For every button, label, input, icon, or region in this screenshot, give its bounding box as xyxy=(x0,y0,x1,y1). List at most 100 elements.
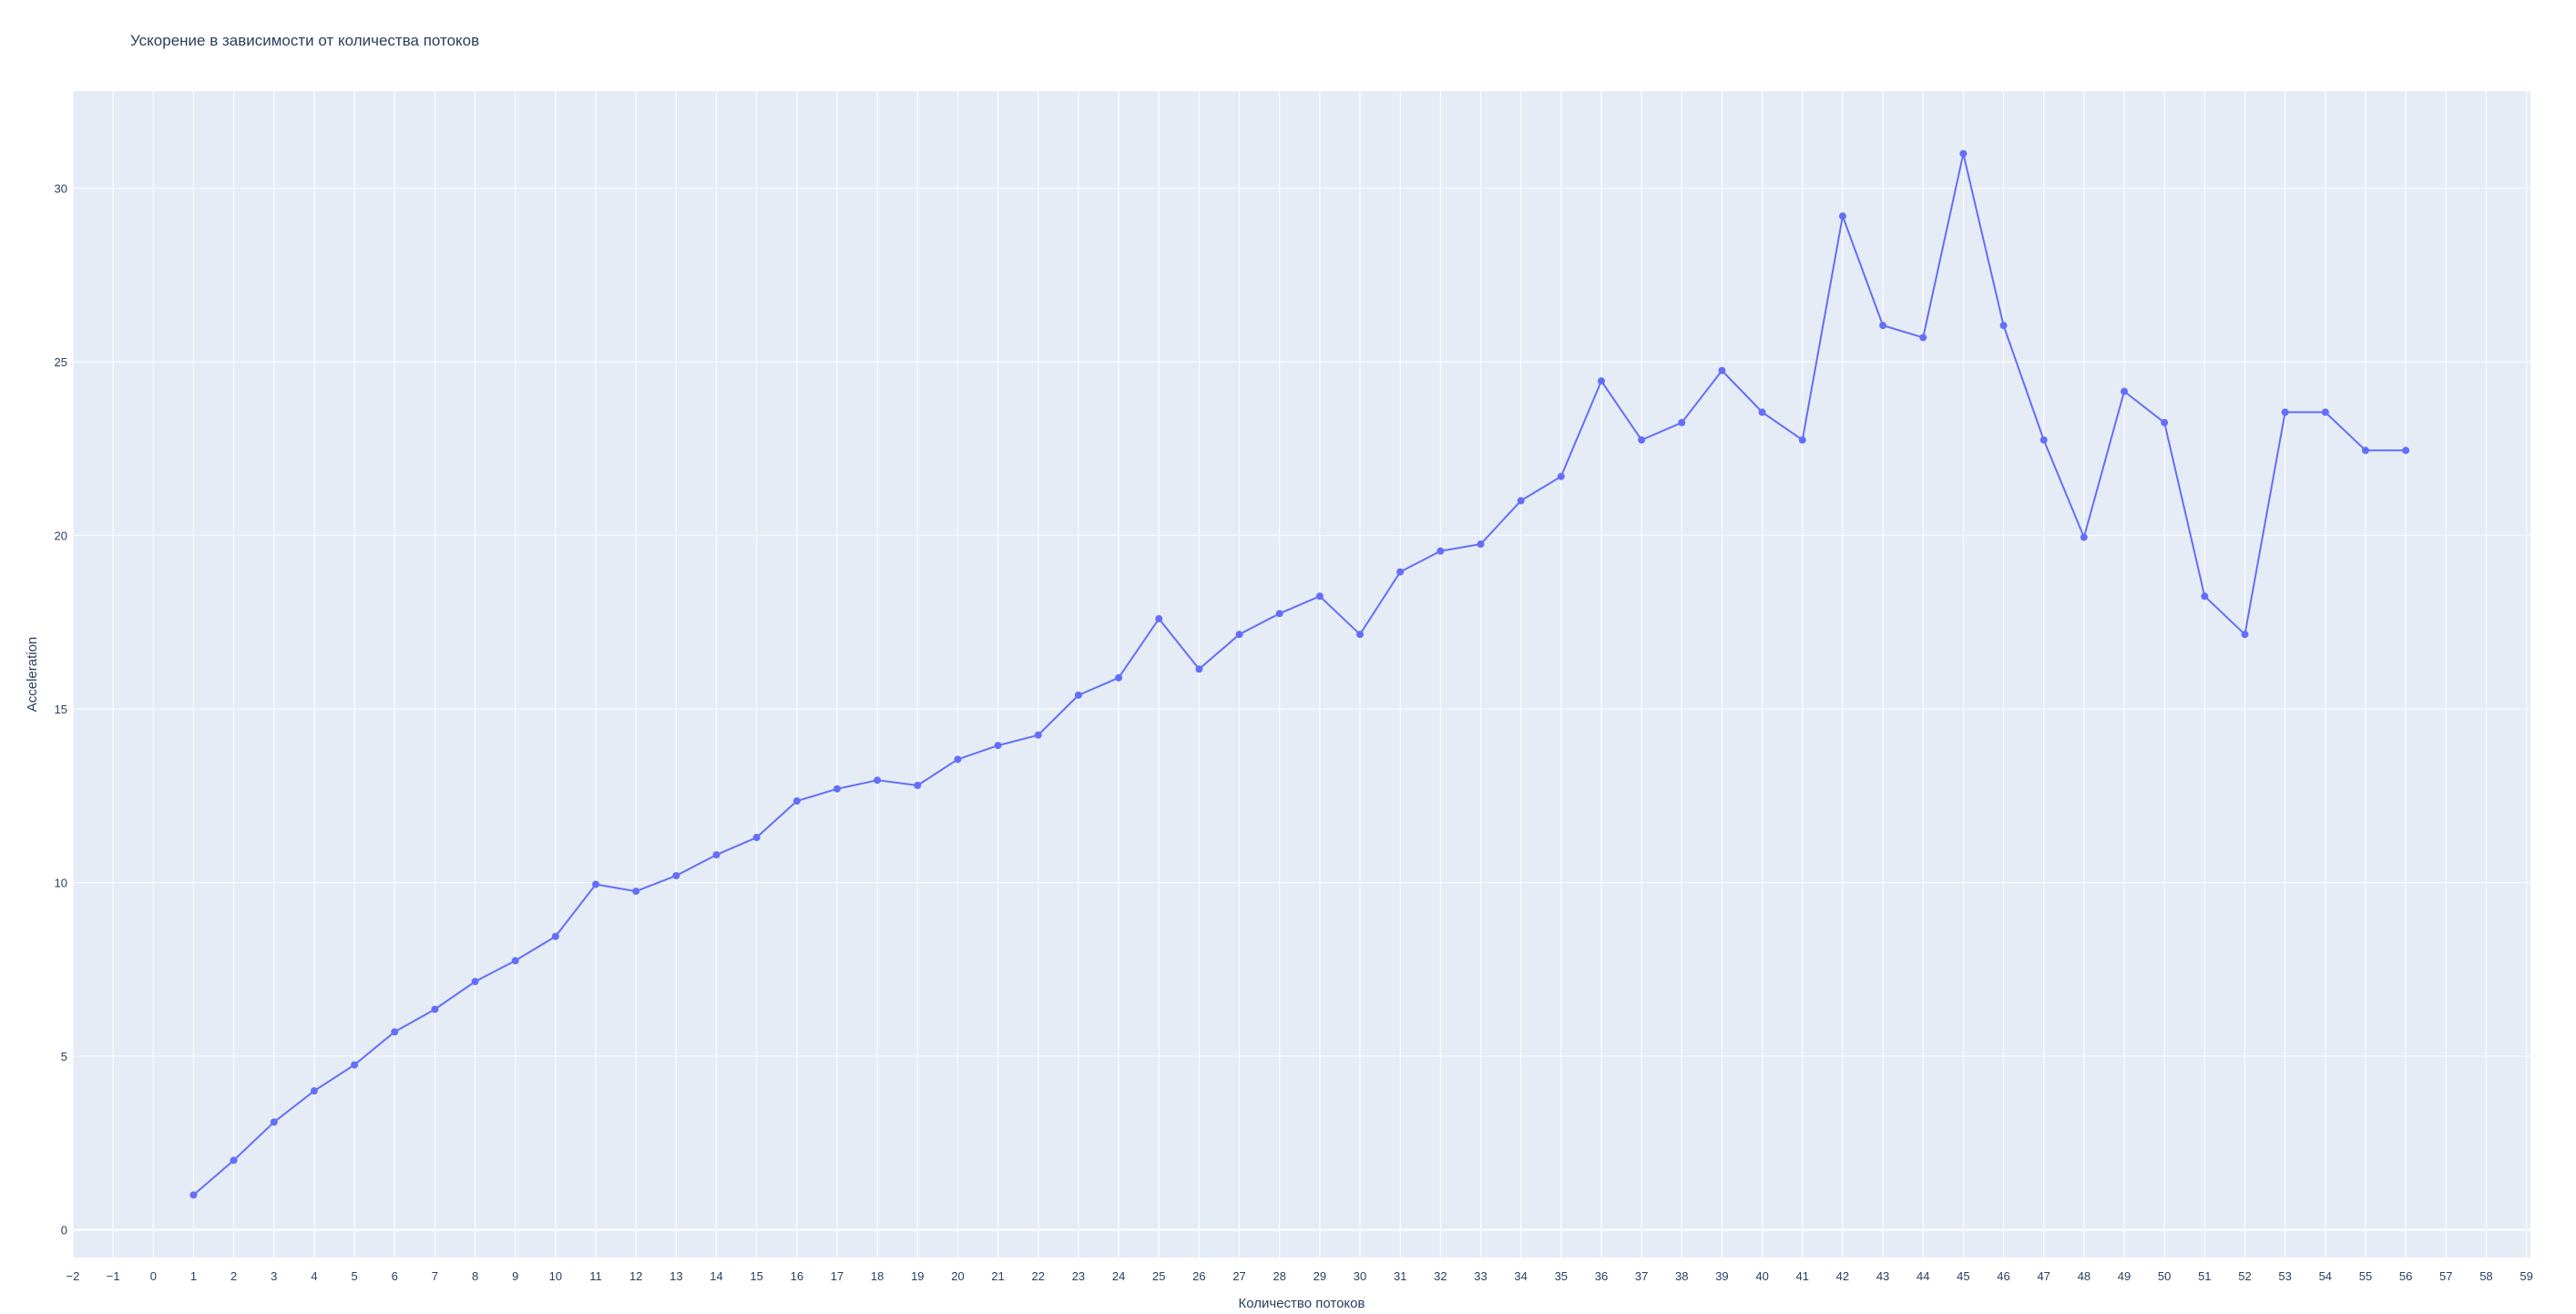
data-point[interactable] xyxy=(1235,631,1243,639)
x-tick-label: 50 xyxy=(2158,1269,2171,1283)
x-tick-label: 12 xyxy=(629,1269,642,1283)
x-tick-label: 54 xyxy=(2319,1269,2332,1283)
x-tick-label: 15 xyxy=(750,1269,762,1283)
data-point[interactable] xyxy=(1275,610,1283,618)
x-tick-label: 57 xyxy=(2439,1269,2452,1283)
y-tick-label: 5 xyxy=(61,1050,67,1063)
data-point[interactable] xyxy=(1155,615,1163,623)
y-tick-label: 15 xyxy=(55,703,67,716)
data-point[interactable] xyxy=(391,1028,399,1036)
y-tick-label: 10 xyxy=(55,877,67,890)
data-point[interactable] xyxy=(592,880,600,888)
x-tick-label: 22 xyxy=(1032,1269,1045,1283)
x-tick-label: 26 xyxy=(1192,1269,1205,1283)
data-point[interactable] xyxy=(914,781,922,789)
data-point[interactable] xyxy=(1597,377,1605,385)
data-point[interactable] xyxy=(1315,592,1324,601)
data-point[interactable] xyxy=(1557,472,1565,480)
y-axis-title: Acceleration xyxy=(25,637,40,713)
data-point[interactable] xyxy=(1879,322,1887,330)
y-tick-label: 0 xyxy=(61,1224,67,1237)
data-point[interactable] xyxy=(1436,547,1445,555)
data-point[interactable] xyxy=(230,1156,238,1165)
data-point[interactable] xyxy=(632,888,640,896)
x-tick-label: 49 xyxy=(2118,1269,2131,1283)
data-point[interactable] xyxy=(2402,447,2410,455)
x-tick-label: 10 xyxy=(549,1269,562,1283)
data-point[interactable] xyxy=(1798,436,1806,444)
data-point[interactable] xyxy=(2039,436,2048,444)
data-point[interactable] xyxy=(2281,408,2289,416)
data-point[interactable] xyxy=(1477,540,1485,549)
data-point[interactable] xyxy=(1396,568,1405,576)
data-point[interactable] xyxy=(1678,418,1686,426)
data-point[interactable] xyxy=(189,1191,198,1199)
x-tick-label: 30 xyxy=(1354,1269,1366,1283)
data-point[interactable] xyxy=(2161,418,2169,426)
x-tick-label: 17 xyxy=(831,1269,843,1283)
y-tick-label: 30 xyxy=(55,182,67,196)
x-tick-label: 8 xyxy=(472,1269,478,1283)
data-point[interactable] xyxy=(2241,631,2249,639)
data-point[interactable] xyxy=(994,742,1002,750)
data-point[interactable] xyxy=(833,785,841,793)
data-point[interactable] xyxy=(2321,408,2329,416)
series-layer xyxy=(189,149,2410,1199)
x-tick-label: 41 xyxy=(1796,1269,1809,1283)
x-tick-label: 9 xyxy=(512,1269,518,1283)
data-point[interactable] xyxy=(310,1087,318,1095)
x-tick-label: 29 xyxy=(1314,1269,1326,1283)
x-tick-label: 7 xyxy=(432,1269,438,1283)
data-point[interactable] xyxy=(471,978,479,986)
x-tick-label: 55 xyxy=(2359,1269,2372,1283)
data-point[interactable] xyxy=(1195,665,1203,673)
data-point[interactable] xyxy=(511,957,519,965)
data-point[interactable] xyxy=(1718,366,1726,375)
data-point[interactable] xyxy=(2201,592,2209,601)
x-tick-label: 52 xyxy=(2238,1269,2251,1283)
data-point[interactable] xyxy=(792,797,801,806)
x-tick-label: 31 xyxy=(1394,1269,1406,1283)
x-tick-label: 53 xyxy=(2278,1269,2291,1283)
x-tick-label: 0 xyxy=(150,1269,157,1283)
x-tick-label: 19 xyxy=(911,1269,924,1283)
x-tick-label: 27 xyxy=(1232,1269,1245,1283)
data-point[interactable] xyxy=(551,932,559,940)
data-point[interactable] xyxy=(1758,408,1766,416)
x-tick-label: 43 xyxy=(1876,1269,1889,1283)
x-tick-label: 3 xyxy=(271,1269,277,1283)
data-point[interactable] xyxy=(1638,436,1646,444)
data-point[interactable] xyxy=(2080,533,2088,541)
data-point[interactable] xyxy=(2361,447,2369,455)
x-tick-label: 40 xyxy=(1755,1269,1768,1283)
data-point[interactable] xyxy=(1115,673,1123,682)
data-point[interactable] xyxy=(1517,497,1525,505)
x-tick-label: 5 xyxy=(351,1269,357,1283)
data-point[interactable] xyxy=(351,1061,359,1069)
y-tick-label: 20 xyxy=(55,529,67,543)
data-point[interactable] xyxy=(2121,387,2129,395)
x-tick-label: 20 xyxy=(951,1269,964,1283)
data-point[interactable] xyxy=(1959,149,1968,158)
x-tick-label: 35 xyxy=(1555,1269,1568,1283)
y-tick-label: 25 xyxy=(55,355,67,369)
gridlines xyxy=(72,91,2530,1258)
data-point[interactable] xyxy=(672,871,680,879)
data-point[interactable] xyxy=(431,1005,439,1013)
data-point[interactable] xyxy=(1074,691,1082,699)
data-point[interactable] xyxy=(1838,212,1846,221)
data-point[interactable] xyxy=(874,776,882,785)
data-point[interactable] xyxy=(1034,731,1042,739)
data-point[interactable] xyxy=(1356,631,1365,639)
data-point[interactable] xyxy=(1999,322,2008,330)
x-tick-label: −1 xyxy=(107,1269,120,1283)
data-point[interactable] xyxy=(1919,334,1927,342)
x-tick-label: 2 xyxy=(230,1269,237,1283)
data-point[interactable] xyxy=(712,851,721,859)
data-point[interactable] xyxy=(752,834,761,842)
y-axis-ticks: 0 5 10 15 20 25 30 xyxy=(55,182,67,1237)
data-point[interactable] xyxy=(270,1118,278,1126)
x-tick-label: −2 xyxy=(66,1269,80,1283)
data-point[interactable] xyxy=(954,755,962,764)
